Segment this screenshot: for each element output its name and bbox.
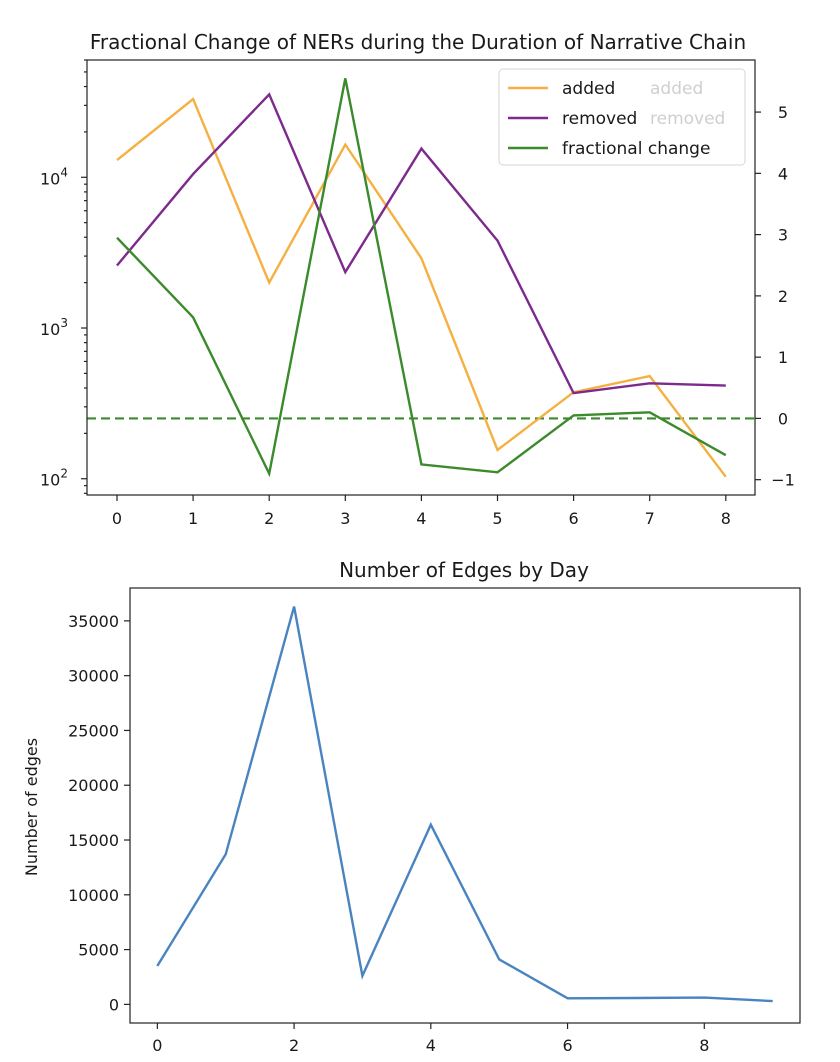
series-line-edges: [156, 606, 773, 1003]
y-tick-label: 10000: [68, 886, 119, 905]
y-tick-label: 35000: [68, 612, 119, 631]
edges-by-day-chart: Number of Edges by Day Number of edges 0…: [22, 558, 801, 1055]
right-y-tick-label: 1: [778, 348, 788, 367]
legend-label-added: added: [562, 79, 615, 99]
legend-frame: [498, 68, 746, 166]
chart2-plot-frame: [129, 587, 801, 1024]
x-tick-label: 6: [569, 509, 579, 528]
chart1-title: Fractional Change of NERs during the Dur…: [90, 30, 746, 54]
right-y-tick-label: 5: [778, 103, 788, 122]
chart1-plot-frame: [86, 59, 756, 496]
x-tick-label: 8: [699, 1036, 709, 1055]
y-tick-label: 30000: [68, 667, 119, 686]
left-y-tick-label: 103: [40, 316, 68, 339]
legend-label-removed: removed: [562, 109, 637, 129]
x-tick-label: 4: [416, 509, 426, 528]
chart2-title: Number of Edges by Day: [339, 558, 589, 582]
left-y-tick-label: 102: [40, 467, 68, 490]
y-tick-label: 15000: [68, 831, 119, 850]
right-y-tick-label: 4: [778, 164, 788, 183]
legend-ghost-added: added: [650, 79, 703, 99]
x-tick-label: 8: [721, 509, 731, 528]
right-y-tick-label: 3: [778, 226, 788, 245]
right-y-tick-label: 2: [778, 287, 788, 306]
x-tick-label: 3: [340, 509, 350, 528]
right-y-tick-label: −1: [771, 471, 795, 490]
x-tick-label: 5: [492, 509, 502, 528]
x-tick-label: 0: [152, 1036, 162, 1055]
chart2-ylabel: Number of edges: [22, 738, 41, 876]
legend-label-fractional-change: fractional change: [562, 139, 710, 159]
y-tick-label: 5000: [78, 941, 119, 960]
x-tick-label: 2: [264, 509, 274, 528]
left-y-tick-label: 104: [40, 165, 68, 188]
x-tick-label: 4: [426, 1036, 436, 1055]
ner-change-chart: Fractional Change of NERs during the Dur…: [40, 30, 795, 528]
y-tick-label: 20000: [68, 776, 119, 795]
series-line-added: [116, 97, 727, 478]
chart1-legend: added removed added removed fractional c…: [498, 68, 746, 166]
legend-ghost-removed: removed: [650, 109, 725, 129]
series-line-fractional-change: [116, 78, 727, 478]
right-y-tick-label: 0: [778, 409, 788, 428]
y-tick-label: 25000: [68, 721, 119, 740]
x-tick-label: 1: [188, 509, 198, 528]
x-tick-label: 0: [112, 509, 122, 528]
x-tick-label: 2: [289, 1036, 299, 1055]
y-tick-label: 0: [109, 995, 119, 1014]
x-tick-label: 6: [562, 1036, 572, 1055]
x-tick-label: 7: [645, 509, 655, 528]
